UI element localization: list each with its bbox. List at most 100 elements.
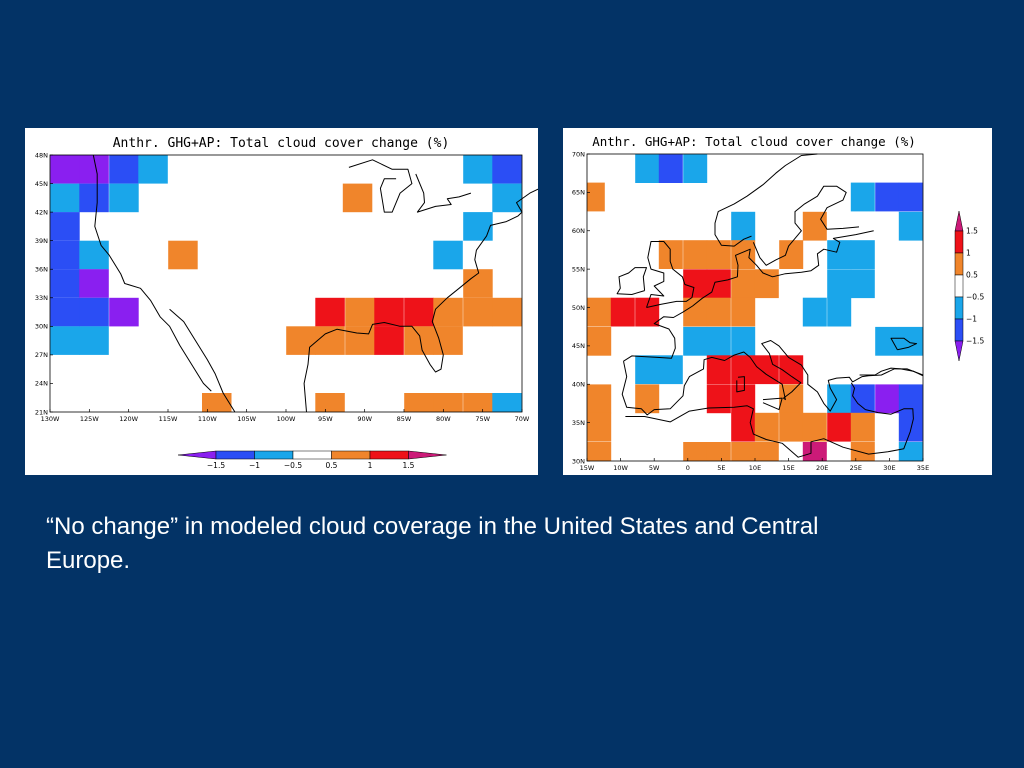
colorbar-max-arrow	[408, 450, 447, 460]
colorbar-segment	[954, 274, 964, 298]
colorbar-label: 1	[966, 249, 971, 258]
colorbar-segment	[954, 318, 964, 342]
grid-cell	[635, 355, 660, 385]
x-tick-label: 120W	[119, 415, 138, 423]
colorbar-label: 0.5	[966, 271, 978, 280]
x-tick-label: 75W	[475, 415, 490, 423]
grid-cell	[635, 154, 660, 183]
grid-cell	[898, 182, 923, 212]
grid-cell	[109, 183, 139, 213]
grid-cell	[827, 412, 852, 442]
x-tick-label: 110W	[198, 415, 217, 423]
colorbar-segment	[954, 296, 964, 320]
grid-cell	[731, 384, 756, 414]
grid-cell	[898, 326, 923, 356]
grid-cell	[731, 326, 756, 356]
grid-cell	[404, 297, 434, 327]
grid-cell	[754, 269, 779, 299]
grid-cell	[463, 212, 493, 241]
y-tick-label: 33N	[35, 294, 48, 302]
grid-cell	[875, 384, 900, 414]
grid-cell	[850, 240, 875, 269]
grid-cell	[683, 269, 708, 299]
y-tick-label: 35N	[572, 419, 585, 427]
colorbar-label: 1	[368, 461, 373, 470]
grid-cell	[898, 412, 923, 442]
coastline	[623, 230, 874, 362]
colorbar-label: −1.5	[207, 461, 225, 470]
coastline	[625, 382, 914, 458]
grid-cell	[731, 240, 756, 269]
grid-cell	[875, 326, 900, 356]
us-map-title: Anthr. GHG+AP: Total cloud cover change …	[113, 136, 450, 151]
x-tick-label: 130W	[41, 415, 60, 423]
grid-cell	[706, 297, 731, 327]
x-tick-label: 30E	[883, 464, 895, 472]
colorbar-max-arrow	[954, 210, 964, 232]
grid-cell	[492, 297, 522, 327]
grid-cell	[658, 154, 683, 183]
x-tick-label: 20E	[816, 464, 828, 472]
coastline	[348, 159, 413, 213]
grid-cell	[802, 211, 827, 241]
x-tick-label: 35E	[917, 464, 929, 472]
x-tick-label: 5W	[649, 464, 660, 472]
grid-cell	[779, 240, 804, 269]
grid-cell	[50, 269, 80, 298]
y-tick-label: 65N	[572, 189, 585, 197]
grid-cell	[754, 442, 779, 461]
x-tick-label: 90W	[357, 415, 372, 423]
grid-cell	[683, 154, 708, 183]
x-tick-label: 15W	[580, 464, 595, 472]
europe-coastlines	[616, 153, 924, 458]
x-tick-label: 125W	[80, 415, 99, 423]
grid-cell	[731, 269, 756, 299]
grid-cell	[706, 269, 731, 299]
grid-cell	[706, 442, 731, 461]
grid-cell	[404, 393, 434, 412]
y-tick-label: 42N	[35, 208, 48, 216]
colorbar-label: −1	[966, 315, 977, 324]
grid-cell	[587, 384, 612, 414]
x-tick-label: 85W	[397, 415, 412, 423]
y-tick-label: 45N	[572, 342, 585, 350]
x-tick-label: 10W	[613, 464, 628, 472]
grid-cell	[875, 182, 900, 212]
colorbar-segment	[954, 230, 964, 254]
grid-cell	[50, 183, 80, 213]
x-tick-label: 0	[686, 464, 690, 472]
y-tick-label: 30N	[572, 457, 585, 465]
x-tick-label: 25E	[850, 464, 862, 472]
x-tick-label: 115W	[159, 415, 178, 423]
y-tick-label: 70N	[572, 150, 585, 158]
grid-cell	[587, 326, 612, 356]
grid-cell	[683, 442, 708, 461]
grid-cell	[286, 326, 316, 355]
grid-cell	[658, 355, 683, 385]
x-tick-label: 95W	[318, 415, 333, 423]
grid-cell	[50, 155, 80, 184]
grid-cell	[754, 412, 779, 442]
grid-cell	[587, 182, 605, 212]
grid-cell	[374, 297, 404, 327]
grid-cell	[433, 393, 463, 412]
us-grid-cells	[50, 155, 522, 412]
grid-cell	[706, 355, 731, 385]
colorbar-segment	[331, 450, 371, 460]
europe-colorbar: 1.5 1 0.5 −0.5 −1 −1.5	[954, 210, 984, 362]
x-tick-label: 10E	[749, 464, 761, 472]
colorbar-label: 1.5	[966, 227, 978, 236]
y-tick-label: 48N	[35, 151, 48, 159]
grid-cell	[79, 297, 109, 327]
x-tick-label: 105W	[237, 415, 256, 423]
y-tick-label: 24N	[35, 380, 48, 388]
grid-cell	[404, 326, 434, 355]
europe-grid-cells	[587, 154, 923, 461]
grid-cell	[109, 155, 139, 184]
grid-cell	[731, 442, 756, 461]
grid-cell	[79, 326, 109, 355]
grid-cell	[827, 269, 852, 299]
grid-cell	[342, 183, 373, 213]
y-tick-label: 50N	[572, 304, 585, 312]
grid-cell	[433, 297, 463, 327]
